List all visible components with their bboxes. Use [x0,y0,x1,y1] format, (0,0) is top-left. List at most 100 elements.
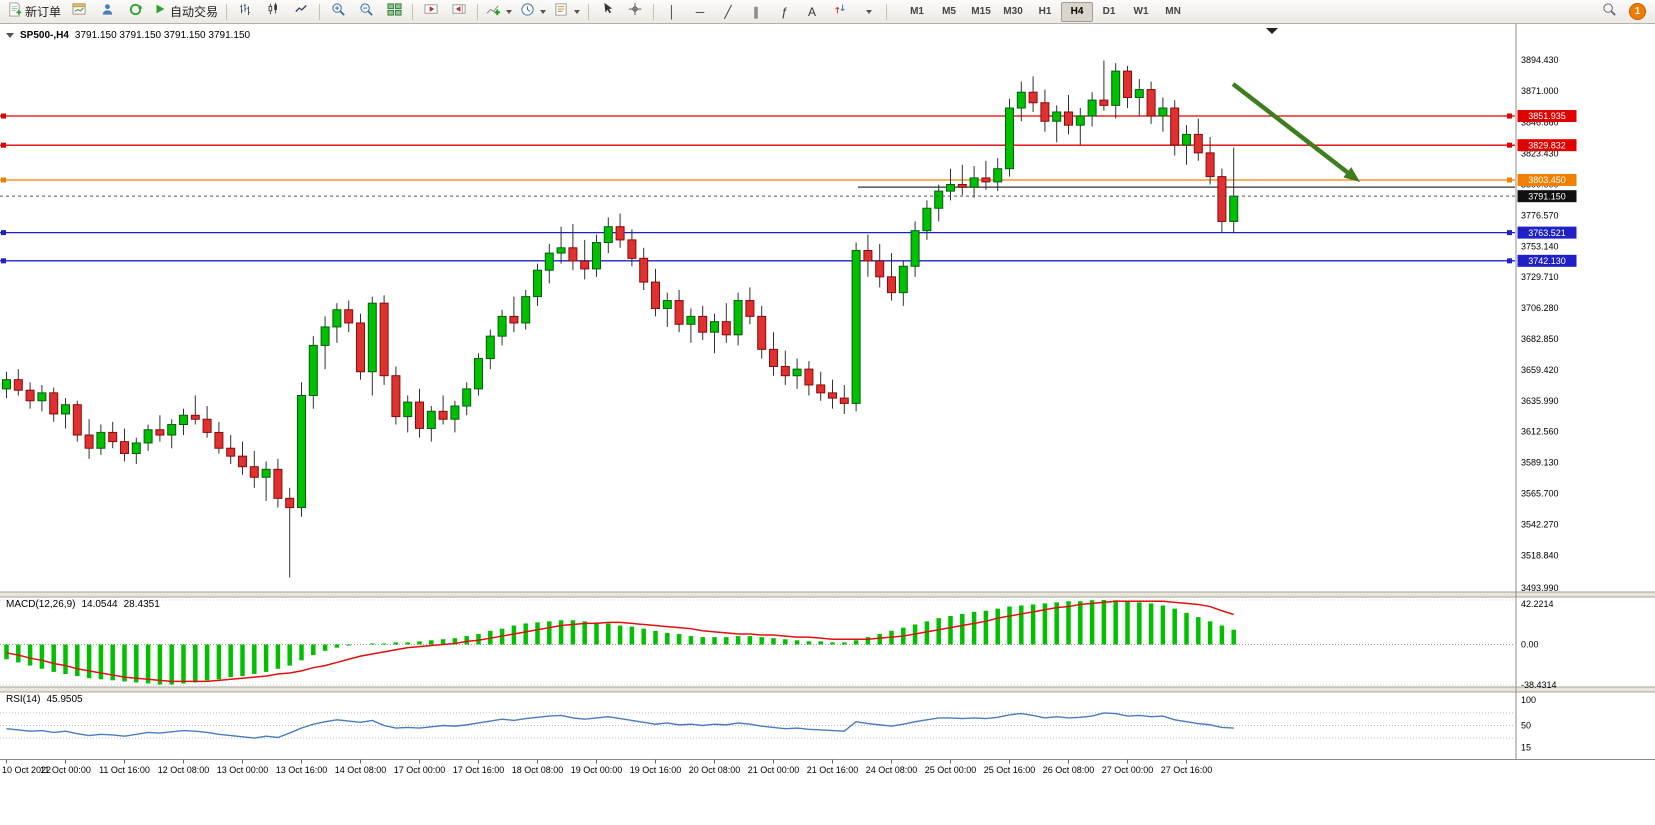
new-order-button[interactable]: 新订单 [3,1,65,23]
periods-dropdown[interactable] [516,1,550,23]
arrows-tool-button[interactable] [826,1,854,23]
line-handle[interactable] [1507,258,1512,264]
time-axis-label: 25 Oct 00:00 [925,765,977,775]
timeframe-button-w1[interactable]: W1 [1133,6,1149,17]
candle [745,300,755,317]
timeframe-button-m15[interactable]: M15 [971,6,991,17]
candle [509,315,519,324]
fibonacci-button[interactable]: ƒ [770,1,798,23]
line-handle[interactable] [1,142,6,148]
annotation-arrow-head[interactable] [1343,167,1360,182]
zoom-in-button[interactable] [324,1,352,23]
line-handle[interactable] [1507,177,1512,183]
collapse-chart-icon[interactable] [6,33,14,38]
candle [1158,107,1168,117]
line-handle[interactable] [1,177,6,183]
price-axis-label: 3565.700 [1521,488,1559,498]
line-handle[interactable] [1507,142,1512,148]
candle [1182,133,1191,146]
chevron-down-icon [574,9,581,14]
search-button[interactable] [1595,1,1623,23]
market-watch-button[interactable] [121,1,149,23]
chart-shift-button[interactable] [445,1,473,23]
candle [1193,133,1203,154]
candle [544,252,554,271]
timeframe-button-mn[interactable]: MN [1165,6,1181,17]
candle [615,226,625,241]
candle [84,434,94,449]
profile-button[interactable] [93,1,121,23]
chart-window-button[interactable] [65,1,93,23]
candle [851,249,861,404]
timeframe-button-m30[interactable]: M30 [1003,6,1023,17]
line-handle[interactable] [1507,113,1512,119]
price-level-badge-label: 3851.935 [1528,111,1566,121]
time-axis-label: 25 Oct 16:00 [984,765,1036,775]
trendline-button[interactable]: ╱ [714,1,742,23]
annotation-arrow[interactable] [1231,82,1349,175]
panel-splitter[interactable] [0,687,1655,692]
chart-candles-button[interactable] [259,1,287,23]
candle [438,410,448,420]
price-axis-label: 3729.710 [1521,272,1559,282]
candle [910,230,920,267]
time-axis-label: 21 Oct 16:00 [807,765,859,775]
chart-line-button[interactable] [287,1,315,23]
chart-title: SP500-,H4 3791.150 3791.150 3791.150 379… [6,30,250,41]
timeframe-button-m1[interactable]: M1 [910,6,924,17]
candle [214,431,224,449]
timeframe-button-m5[interactable]: M5 [942,6,956,17]
line-handle[interactable] [1,230,6,236]
timeframe-button-d1[interactable]: D1 [1102,6,1116,17]
chevron-down-icon [506,9,513,14]
candle [969,177,979,188]
tile-windows-button[interactable] [380,1,408,23]
toolbar-separator [319,3,321,20]
candle [25,389,35,402]
candle [1052,111,1062,122]
cursor-button[interactable] [593,1,621,23]
vertical-line-icon: │ [668,4,676,19]
zoom-out-button[interactable] [352,1,380,23]
candle [521,296,531,324]
panel-splitter[interactable] [0,592,1655,597]
chart-shift-marker[interactable] [1266,28,1278,34]
vertical-line-button[interactable]: │ [658,1,686,23]
rsi-indicator-label: RSI(14) 45.9505 [6,694,83,705]
candle [155,429,165,436]
candle [686,315,696,325]
auto-scroll-button[interactable] [417,1,445,23]
templates-dropdown[interactable] [550,1,584,23]
shapes-dropdown-button[interactable] [854,1,882,23]
candle [485,335,495,360]
chart-bars-button[interactable] [231,1,259,23]
line-handle[interactable] [1,113,6,119]
indicators-dropdown[interactable] [482,1,516,23]
line-handle[interactable] [1507,230,1512,236]
candle [285,497,295,509]
candle [379,302,389,377]
time-axis-label: 18 Oct 08:00 [512,765,564,775]
timeframe-button-h4[interactable]: H4 [1061,1,1094,22]
candle [627,239,637,259]
candle [332,309,342,328]
timeframe-button-h1[interactable]: H1 [1038,6,1052,17]
add-indicator-icon [486,2,501,22]
candle [308,344,318,396]
trendline-icon: ╱ [724,4,732,19]
search-icon [1602,2,1617,22]
channel-button[interactable]: ∥ [742,1,770,23]
price-axis-label: 3518.840 [1521,550,1559,560]
rsi-value: 45.9505 [46,694,83,705]
chevron-down-icon [866,9,873,14]
candle [415,401,424,429]
crosshair-button[interactable] [621,1,649,23]
clock-icon [520,2,535,22]
text-tool-button[interactable]: A [798,1,826,23]
horizontal-line-button[interactable]: ─ [686,1,714,23]
auto-trading-button[interactable]: 自动交易 [149,1,222,23]
notification-badge[interactable]: 1 [1629,3,1646,20]
line-handle[interactable] [1,258,6,264]
